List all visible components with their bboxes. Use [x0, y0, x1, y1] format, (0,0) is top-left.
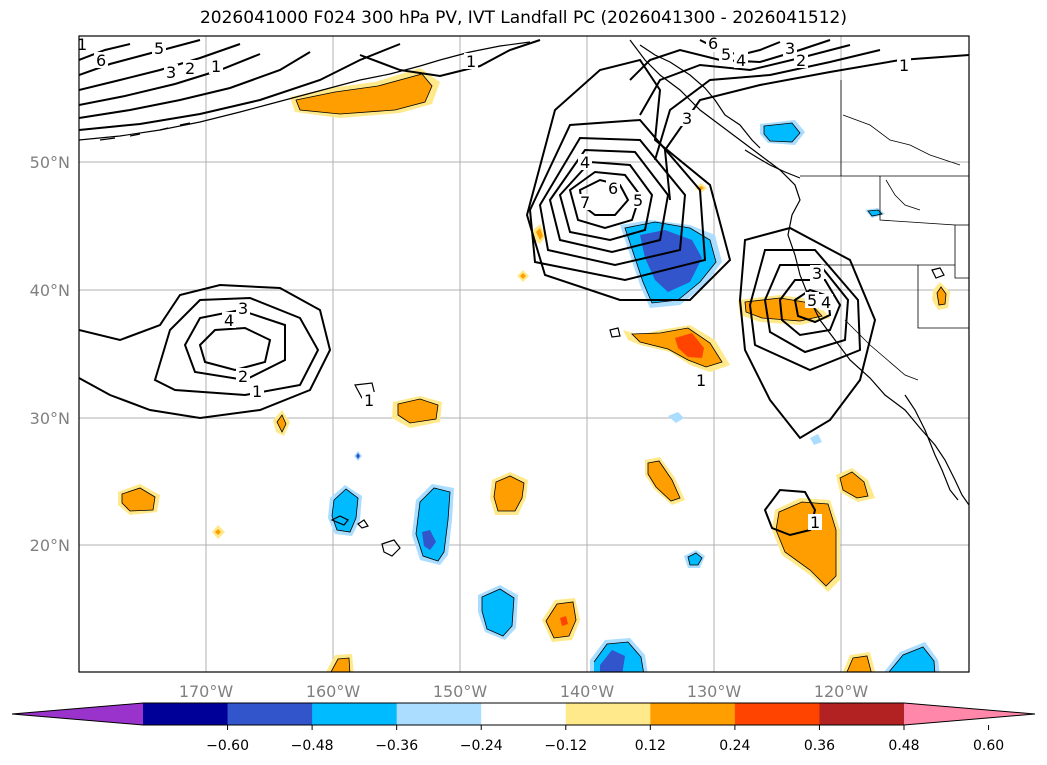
- contour-label: 5: [154, 39, 164, 58]
- contour-label: 1: [810, 513, 820, 532]
- colorbar-bin: [143, 703, 229, 725]
- colorbar-bin: [481, 703, 567, 725]
- contour-label: 2: [796, 51, 806, 70]
- contour-label: 2: [185, 59, 195, 78]
- colorbar-outline: [11, 702, 1036, 726]
- lat-label: 30°N: [30, 409, 70, 428]
- colorbar-tick-label: −0.12: [544, 738, 587, 754]
- map-title: 2026041000 F024 300 hPa PV, IVT Landfall…: [199, 8, 847, 28]
- contour-label: 2: [238, 367, 248, 386]
- contour-label: 6: [96, 51, 106, 70]
- contour-label: 1: [211, 57, 221, 76]
- contour-label: 4: [821, 293, 831, 312]
- map-frame: [78, 35, 970, 673]
- contour-label: 5: [633, 191, 643, 210]
- lat-label: 20°N: [30, 536, 70, 555]
- contour-label: 3: [238, 299, 248, 318]
- colorbar-bin: [565, 703, 651, 725]
- contour-label: 1: [252, 382, 262, 401]
- colorbar-bin: [819, 703, 905, 725]
- lon-label: 150°W: [433, 682, 488, 701]
- colorbar: −0.60 −0.48 −0.36 −0.24 −0.12 0.12 0.24 0.36 0.4…: [11, 702, 1036, 754]
- colorbar-bin: [312, 703, 398, 725]
- contour-labels: 6 5 3 2 1 1 1 6 5 4 3 2 1 3: [77, 34, 911, 532]
- contour-label: 3: [682, 109, 692, 128]
- contour-label: 5: [721, 45, 731, 64]
- colorbar-tick-label: 0.12: [635, 738, 666, 754]
- colorbar-tick-label: −0.24: [460, 738, 503, 754]
- contour-label: 7: [580, 193, 590, 212]
- colorbar-bin: [227, 703, 313, 725]
- pv-contours: [79, 39, 969, 537]
- colorbar-tick-label: 0.36: [804, 738, 835, 754]
- lon-label: 160°W: [306, 682, 361, 701]
- colorbar-bin: [396, 703, 482, 725]
- coastlines: [79, 39, 969, 557]
- contour-label: 1: [899, 56, 909, 75]
- lat-label: 50°N: [30, 153, 70, 172]
- pc-outlines: [121, 73, 947, 672]
- latitude-labels: 50°N 40°N 30°N 20°N: [30, 153, 70, 555]
- contour-label: 3: [812, 264, 822, 283]
- colorbar-tick-label: −0.36: [375, 738, 418, 754]
- contour-label: 5: [807, 291, 817, 310]
- colorbar-bin: [650, 703, 736, 725]
- lat-label: 40°N: [30, 281, 70, 300]
- contour-label: 6: [708, 34, 718, 53]
- longitude-labels: 170°W 160°W 150°W 140°W 130°W 120°W: [179, 682, 869, 701]
- contour-label: 4: [224, 311, 234, 330]
- colorbar-tick-label: 0.60: [973, 738, 1004, 754]
- contour-label: 3: [785, 39, 795, 58]
- contour-label: 3: [166, 63, 176, 82]
- contour-label: 1: [364, 391, 374, 410]
- contour-label: 4: [736, 51, 746, 70]
- contour-label: 1: [466, 52, 476, 71]
- lon-label: 170°W: [179, 682, 234, 701]
- contour-label: 1: [696, 371, 706, 390]
- colorbar-extension-low: [12, 703, 143, 725]
- colorbar-extension-high: [904, 703, 1035, 725]
- lon-label: 120°W: [814, 682, 869, 701]
- contour-label: 1: [77, 35, 87, 54]
- borders: [795, 80, 969, 381]
- colorbar-tick-label: −0.48: [291, 738, 334, 754]
- contour-label: 6: [608, 179, 618, 198]
- contour-label: 4: [580, 153, 590, 172]
- lon-label: 140°W: [560, 682, 615, 701]
- lon-label: 130°W: [687, 682, 742, 701]
- colorbar-tick-label: 0.24: [719, 738, 750, 754]
- colorbar-tick-label: −0.60: [206, 738, 249, 754]
- colorbar-tick-label: 0.48: [888, 738, 919, 754]
- colorbar-bin: [734, 703, 820, 725]
